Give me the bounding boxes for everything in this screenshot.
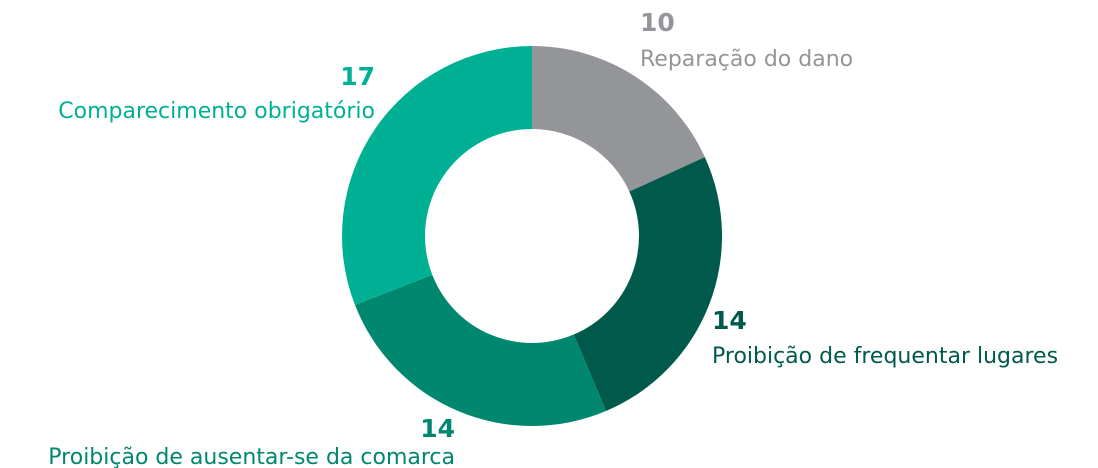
value-label: 10 — [640, 8, 675, 37]
category-label: Reparação do dano — [640, 47, 853, 72]
value-label: 17 — [340, 62, 375, 91]
category-label: Comparecimento obrigatório — [58, 99, 375, 124]
category-label: Proibição de frequentar lugares — [712, 344, 1058, 369]
donut-segment — [341, 46, 532, 305]
donut-segment — [573, 157, 722, 412]
donut-segment — [532, 46, 705, 192]
value-label: 14 — [420, 414, 455, 443]
category-label: Proibição de ausentar-se da comarca — [48, 445, 455, 468]
donut-segment — [354, 274, 606, 427]
value-label: 14 — [712, 306, 747, 335]
